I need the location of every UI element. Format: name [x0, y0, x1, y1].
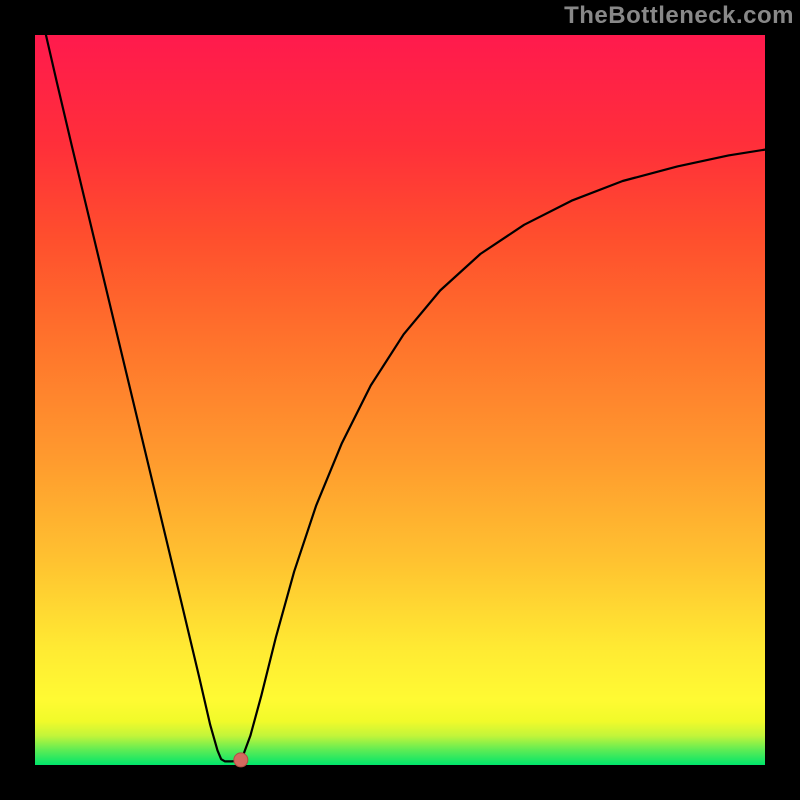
gradient-background [35, 35, 765, 765]
optimal-point-marker [234, 753, 248, 767]
watermark-text: TheBottleneck.com [564, 2, 794, 30]
chart-root: TheBottleneck.com [0, 0, 800, 800]
bottleneck-chart [0, 0, 800, 800]
